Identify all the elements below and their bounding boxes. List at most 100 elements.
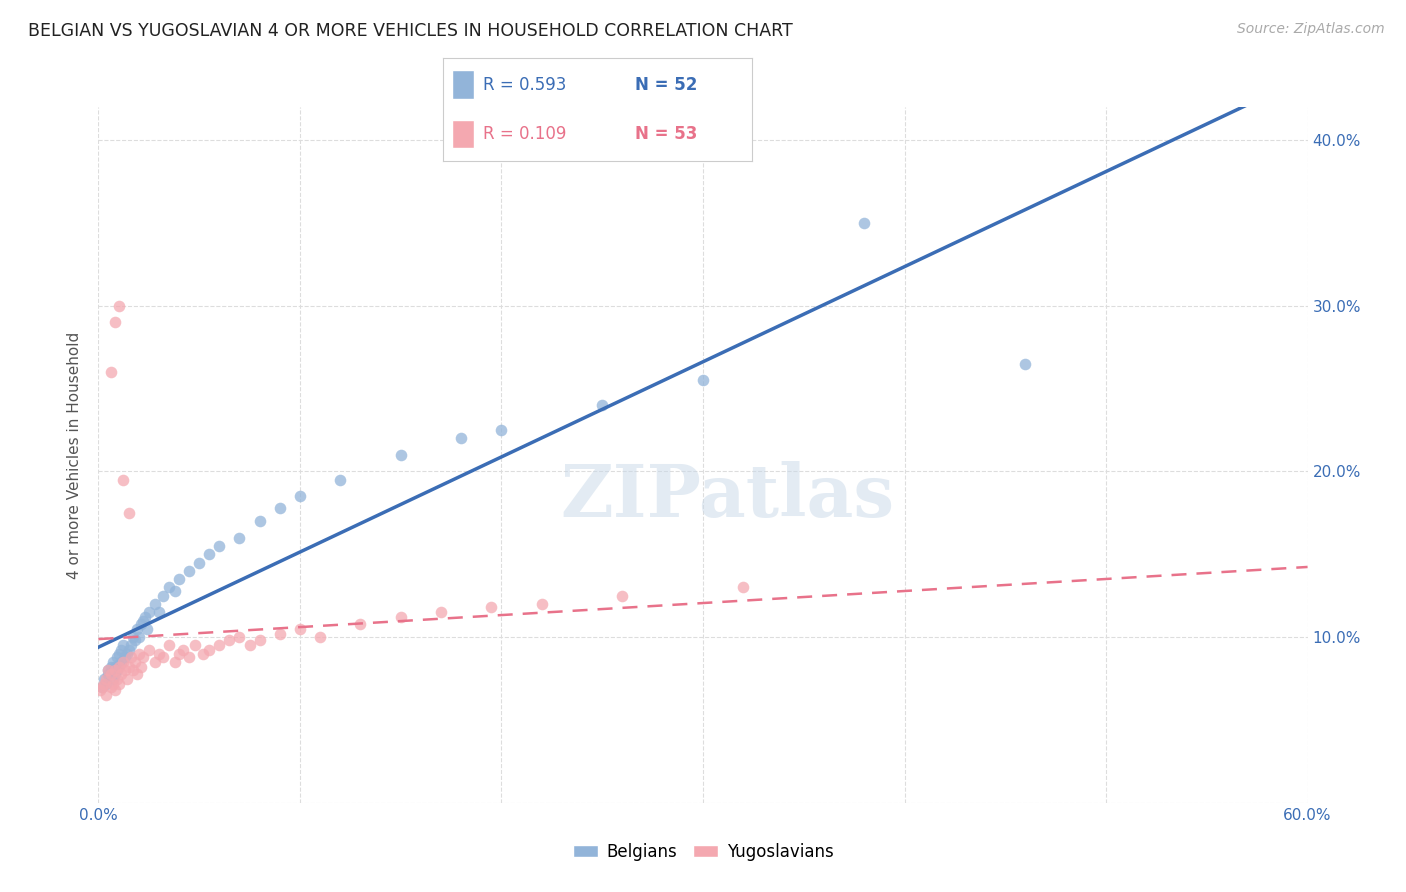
Point	[167, 647, 190, 661]
Point	[329, 473, 352, 487]
Bar	[453, 120, 474, 148]
Point	[157, 581, 180, 595]
Point	[249, 633, 271, 648]
Point	[124, 633, 146, 648]
Point	[163, 583, 186, 598]
Point	[111, 639, 134, 653]
Point	[143, 597, 166, 611]
Point	[120, 639, 142, 653]
Point	[132, 614, 155, 628]
Point	[179, 650, 201, 665]
Point	[103, 683, 125, 698]
Point	[152, 650, 174, 665]
Point	[103, 663, 125, 677]
Point	[481, 600, 503, 615]
Text: R = 0.593: R = 0.593	[484, 76, 567, 94]
Y-axis label: 4 or more Vehicles in Household: 4 or more Vehicles in Household	[67, 331, 83, 579]
Point	[105, 663, 128, 677]
Point	[91, 680, 114, 694]
Point	[163, 655, 186, 669]
Point	[124, 655, 146, 669]
Text: BELGIAN VS YUGOSLAVIAN 4 OR MORE VEHICLES IN HOUSEHOLD CORRELATION CHART: BELGIAN VS YUGOSLAVIAN 4 OR MORE VEHICLE…	[28, 22, 793, 40]
Point	[188, 556, 211, 570]
Point	[125, 666, 148, 681]
Point	[135, 622, 157, 636]
Point	[208, 539, 231, 553]
Point	[157, 639, 180, 653]
Text: R = 0.109: R = 0.109	[484, 125, 567, 143]
Point	[430, 605, 453, 619]
Point	[184, 639, 207, 653]
Text: N = 52: N = 52	[634, 76, 697, 94]
Point	[148, 647, 170, 661]
Point	[107, 658, 129, 673]
Point	[100, 660, 122, 674]
Point	[115, 672, 138, 686]
Point	[111, 473, 134, 487]
Point	[128, 647, 150, 661]
Point	[129, 660, 152, 674]
Point	[208, 639, 231, 653]
Point	[389, 610, 412, 624]
Point	[591, 398, 613, 412]
Point	[110, 666, 132, 681]
Point	[228, 531, 250, 545]
Point	[132, 650, 155, 665]
Point	[110, 643, 132, 657]
Point	[288, 489, 311, 503]
Point	[107, 676, 129, 690]
Point	[97, 663, 120, 677]
Point	[118, 643, 141, 657]
Point	[134, 610, 156, 624]
Point	[612, 589, 634, 603]
Point	[100, 680, 122, 694]
Point	[100, 365, 122, 379]
Point	[349, 616, 371, 631]
Point	[143, 655, 166, 669]
Point	[128, 630, 150, 644]
Point	[218, 633, 240, 648]
Point	[249, 514, 271, 528]
Text: Source: ZipAtlas.com: Source: ZipAtlas.com	[1237, 22, 1385, 37]
Point	[228, 630, 250, 644]
Point	[118, 506, 141, 520]
Point	[103, 315, 125, 329]
Point	[198, 643, 221, 657]
Point	[138, 643, 160, 657]
Point	[269, 627, 291, 641]
Point	[105, 672, 128, 686]
Point	[111, 655, 134, 669]
Point	[105, 650, 128, 665]
Point	[491, 423, 513, 437]
Point	[138, 605, 160, 619]
Point	[152, 589, 174, 603]
Point	[118, 660, 141, 674]
Point	[530, 597, 553, 611]
Point	[129, 616, 152, 631]
Point	[193, 647, 215, 661]
Point	[107, 660, 129, 674]
Point	[198, 547, 221, 561]
Point	[96, 672, 118, 686]
Point	[148, 605, 170, 619]
Point	[100, 666, 122, 681]
Point	[179, 564, 201, 578]
Point	[1014, 357, 1036, 371]
Point	[110, 655, 132, 669]
Point	[89, 683, 111, 698]
Point	[107, 647, 129, 661]
Point	[93, 672, 115, 686]
Point	[167, 572, 190, 586]
Point	[101, 676, 124, 690]
Point	[692, 373, 714, 387]
Point	[288, 622, 311, 636]
Point	[115, 647, 138, 661]
Point	[101, 655, 124, 669]
Point	[103, 666, 125, 681]
Point	[120, 650, 142, 665]
Point	[97, 663, 120, 677]
Point	[172, 643, 194, 657]
Point	[114, 663, 136, 677]
Point	[389, 448, 412, 462]
Point	[121, 630, 143, 644]
